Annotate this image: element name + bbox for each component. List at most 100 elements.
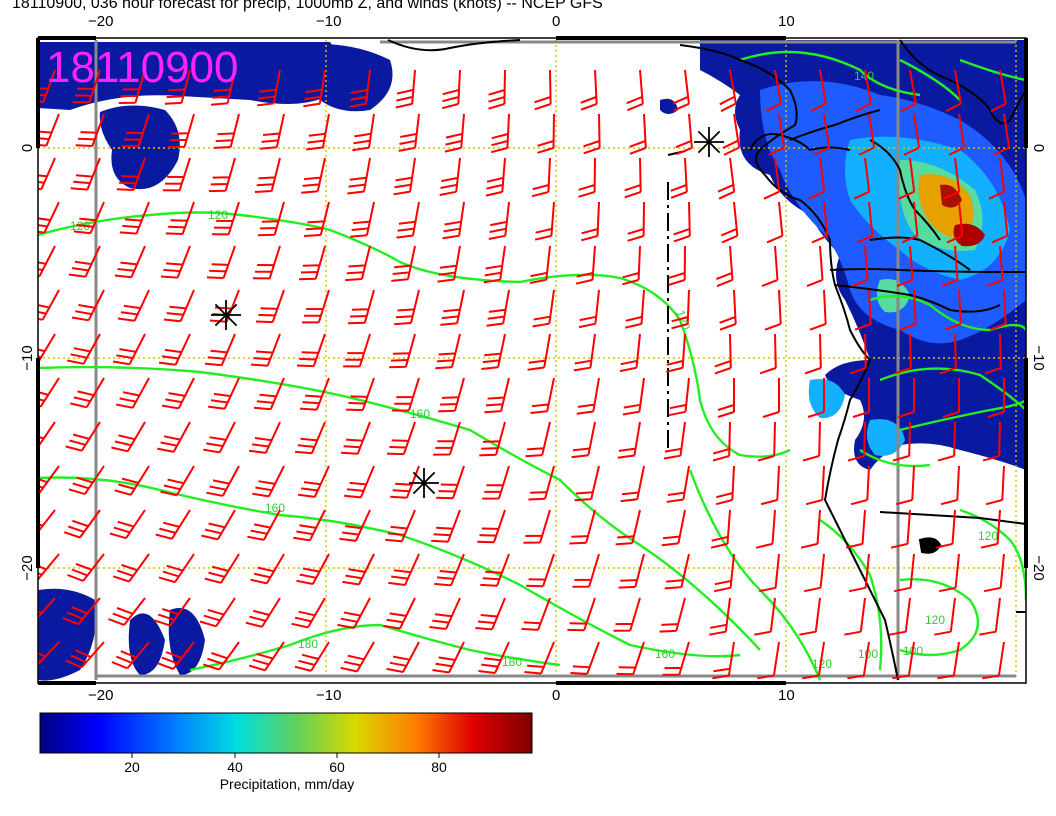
wind-barbs [38, 69, 1011, 718]
wind-barb [109, 509, 146, 540]
wind-barb [38, 113, 60, 147]
wind-barb [571, 421, 596, 459]
lon-tick: −10 [316, 13, 341, 30]
wind-barb [387, 421, 416, 456]
wind-barb [713, 553, 735, 593]
wind-barb [391, 245, 416, 282]
wind-barb [670, 157, 688, 199]
wind-barb [766, 201, 784, 244]
colorbar-tick: 40 [227, 759, 243, 775]
wind-barb [811, 201, 829, 244]
wind-barb [979, 597, 1001, 636]
wind-barb [659, 597, 686, 633]
wind-barb [898, 157, 916, 200]
wind-barb [666, 333, 686, 373]
wind-barb [937, 421, 956, 462]
wind-barb [38, 641, 60, 666]
wind-barb [765, 69, 782, 113]
wind-barb [946, 201, 964, 244]
contour-label: 160 [655, 647, 675, 661]
asterisk-stroke [697, 130, 721, 154]
wind-barb [475, 597, 506, 631]
wind-barb [484, 377, 510, 414]
contour-label: 140 [854, 69, 874, 83]
wind-barb [38, 597, 56, 619]
wind-barb [668, 377, 690, 417]
wind-barb [345, 245, 371, 282]
wind-barb [800, 509, 821, 549]
wind-barb [490, 113, 510, 154]
wind-barb [525, 421, 551, 458]
wind-barb [157, 641, 195, 670]
wind-barb [941, 245, 959, 288]
contour-label: 160 [410, 407, 430, 421]
wind-barb [483, 245, 506, 284]
wind-barb [121, 113, 150, 148]
wind-barb [301, 157, 326, 194]
wind-barb [612, 686, 641, 718]
wind-barb [988, 157, 1006, 200]
wind-barb [486, 289, 510, 327]
lon-tick: 10 [778, 13, 795, 30]
wind-barb [38, 465, 60, 495]
wind-barb [112, 333, 146, 366]
wind-barb [209, 289, 240, 323]
asterisk-icon [211, 127, 724, 498]
contour-labels: 120 120 120 160 160 180 180 160 120 100 … [70, 69, 998, 671]
wind-barb [440, 289, 465, 326]
wind-barb [618, 553, 645, 589]
wind-barb [158, 333, 191, 366]
lon-ticks-bottom: −20 −10 0 10 [88, 687, 795, 704]
wind-barb [583, 113, 601, 155]
wind-barb [116, 377, 150, 409]
wind-barb [940, 465, 960, 506]
wind-barb [434, 553, 465, 587]
wind-barb [537, 113, 555, 154]
wind-barb [444, 113, 465, 153]
wind-barb [428, 686, 460, 716]
wind-barb [342, 553, 375, 586]
wind-barb [395, 69, 416, 109]
wind-barb [65, 421, 101, 452]
wind-barb [629, 113, 647, 155]
date-stamp: 18110900 [46, 43, 239, 92]
wind-barb [299, 377, 330, 411]
wind-barb [344, 465, 375, 499]
wind-barb [982, 641, 1005, 680]
colorbar-tick: 20 [124, 759, 140, 775]
lat-ticks-left: 0 −10 −20 [19, 144, 36, 581]
wind-barb [479, 421, 506, 457]
wind-barb [808, 157, 826, 200]
wind-barb [112, 553, 150, 583]
wind-barb [527, 333, 551, 371]
wind-barb [851, 245, 869, 288]
wind-barb [75, 113, 105, 147]
wind-barb [622, 245, 641, 286]
lon-ticks-top: −20 −10 0 10 [88, 13, 795, 30]
wind-barb [853, 157, 871, 200]
wind-barb [983, 553, 1005, 593]
lon-tick: 0 [552, 687, 560, 704]
wind-barb [201, 509, 236, 541]
wind-barb [523, 509, 551, 544]
wind-barb [622, 377, 645, 416]
wind-barb [160, 245, 191, 279]
wind-barb [937, 641, 960, 680]
wind-barb [67, 553, 105, 582]
wind-barb [845, 509, 866, 549]
wind-barb [203, 421, 236, 454]
wind-barb [439, 157, 461, 196]
wind-barb [754, 597, 776, 636]
wind-barb [580, 69, 598, 111]
wind-barb [570, 641, 600, 675]
wind-barb [939, 333, 957, 375]
wind-barb [572, 553, 600, 588]
wind-barb [163, 289, 195, 323]
wind-barb [111, 641, 150, 670]
wind-barb [433, 421, 461, 456]
wind-barb [895, 465, 915, 506]
wind-barb [716, 245, 734, 288]
wind-barb [38, 333, 56, 364]
lon-tick: 10 [778, 687, 795, 704]
wind-barb [337, 597, 371, 629]
